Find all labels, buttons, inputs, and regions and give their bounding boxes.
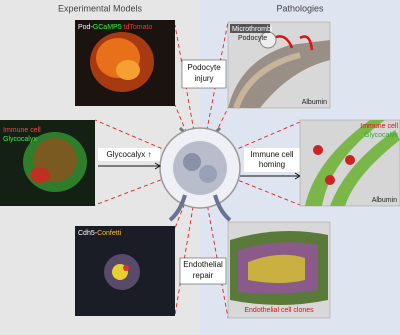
connector-label: repair: [193, 271, 214, 280]
left-header: Experimental Models: [58, 3, 143, 13]
pathology-label: Albumin: [302, 99, 327, 106]
connector-label: Endothelial: [183, 260, 223, 269]
pathology-panel-3: Endothelial cell clones: [227, 221, 331, 319]
model-image-1: Pod-GCaMP5 tdTomato: [75, 20, 175, 106]
model-label: Cdh5-Confetti: [78, 230, 122, 237]
connector-endothelial-repair: Endothelial repair: [179, 257, 227, 285]
label-part: Pod-: [78, 24, 93, 31]
pathology-label: Glycocalyx: [364, 132, 398, 139]
model-image-3: Cdh5-Confetti: [75, 226, 175, 316]
connector-label: Podocyte: [187, 63, 221, 72]
right-header: Pathologies: [276, 3, 324, 13]
connector-label: Immune cell: [250, 150, 293, 159]
connector-label: Glycocalyx ↑: [107, 150, 152, 159]
pathology-label: Immune cell: [360, 123, 398, 130]
connector-podocyte-injury: Podocyte injury: [181, 59, 227, 89]
model-label: Glycocalyx: [3, 136, 37, 143]
model-label: Pod-GCaMP5 tdTomato: [78, 24, 152, 31]
glomerulus: [159, 126, 241, 222]
pathology-label: Podocyte: [238, 35, 267, 42]
pathology-label: Albumin: [372, 197, 397, 204]
label-part: GCaMP5: [93, 24, 122, 31]
pathology-panel-2: Immune cell Glycocalyx Albumin: [299, 119, 400, 207]
pathology-label: Endothelial cell clones: [244, 307, 314, 314]
connector-label: injury: [194, 74, 213, 83]
model-image-2: Immune cell Glycocalyx: [0, 120, 95, 206]
connector-label: homing: [259, 160, 285, 169]
label-part: tdTomato: [122, 24, 153, 31]
connector-immune-homing: Immune cell homing: [240, 148, 301, 180]
label-part: Confetti: [97, 230, 122, 237]
label-part: Cdh5-: [78, 230, 98, 237]
connector-glycocalyx: Glycocalyx ↑: [98, 148, 161, 170]
pathology-label: Microthrombi: [232, 26, 273, 33]
pathology-panel-1: Microthrombi Podocyte Albumin: [227, 21, 331, 110]
model-label: Immune cell: [3, 127, 41, 134]
